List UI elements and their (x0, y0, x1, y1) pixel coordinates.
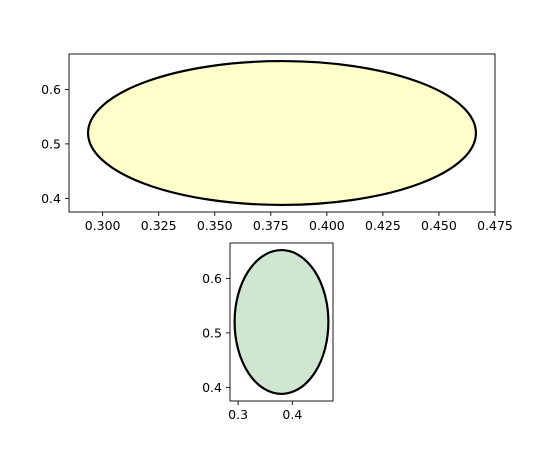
x-tick-label: 0.450 (421, 218, 457, 233)
axes-frame (68, 53, 496, 213)
ellipse-patch (86, 59, 478, 207)
x-tick-label: 0.300 (85, 218, 121, 233)
y-tick-label: 0.5 (202, 325, 222, 340)
ellipse-patch (233, 248, 330, 396)
x-tick-label: 0.425 (365, 218, 401, 233)
x-tick-label: 0.3 (228, 407, 248, 422)
x-tick-label: 0.375 (253, 218, 289, 233)
x-tick-label: 0.325 (141, 218, 177, 233)
bottom-axes: 0.3 0.4 0.4 0.5 0.6 (202, 242, 334, 422)
y-tick-label: 0.4 (41, 191, 61, 206)
y-tick-label: 0.4 (202, 380, 222, 395)
y-tick-label: 0.6 (202, 271, 222, 286)
x-tick-label: 0.475 (477, 218, 513, 233)
y-tick-label: 0.5 (41, 136, 61, 151)
axes-frame (229, 242, 334, 402)
y-tick-label: 0.6 (41, 82, 61, 97)
x-tick-label: 0.350 (197, 218, 233, 233)
top-axes: 0.300 0.325 0.350 0.375 0.400 0.425 0.450 0.475… (41, 53, 513, 233)
x-tick-label: 0.4 (282, 407, 302, 422)
x-tick-label: 0.400 (309, 218, 345, 233)
